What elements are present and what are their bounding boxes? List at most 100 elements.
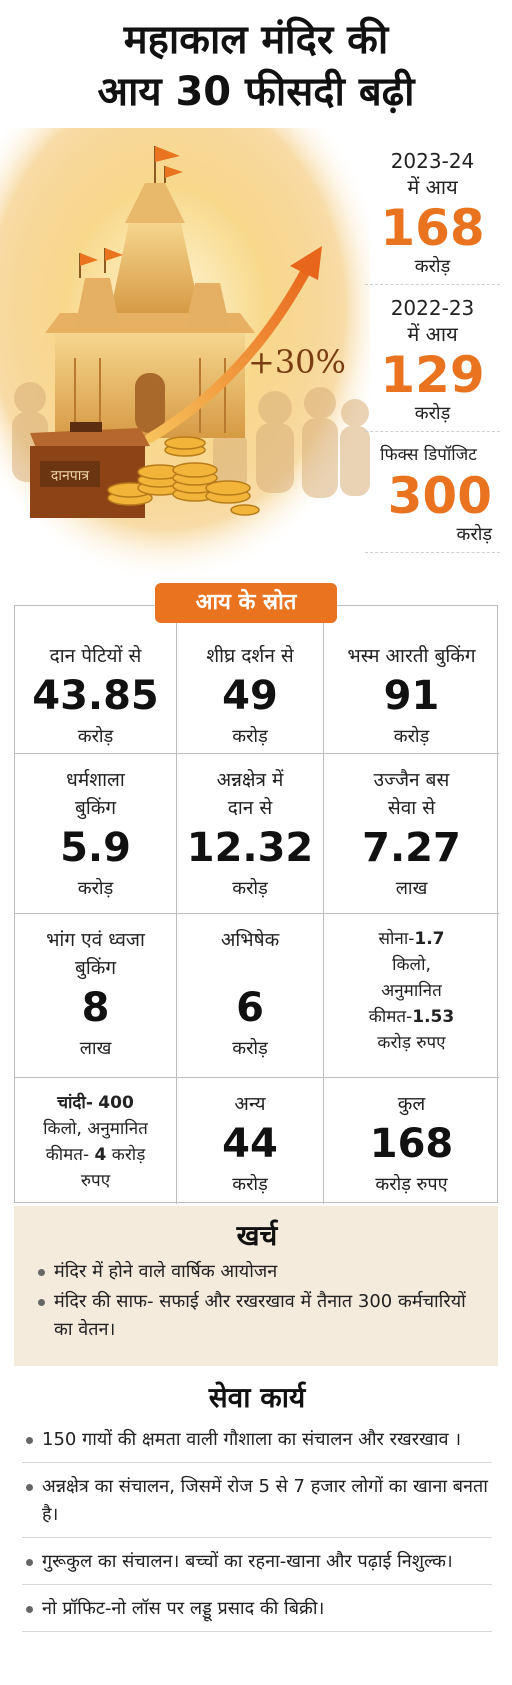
source-value: 168 xyxy=(369,1121,454,1167)
stat-label: 2022-23 xyxy=(390,296,475,320)
source-unit: करोड़ रुपए xyxy=(375,1174,448,1195)
source-cell-bhasma-aarti: भस्म आरती बुकिंग 91 करोड़ xyxy=(324,606,499,754)
source-value: 7.27 xyxy=(362,825,461,871)
source-cell-annakshetra: अन्नक्षेत्र में दान से 12.32 करोड़ xyxy=(177,754,324,914)
service-item: नो प्रॉफिट-नो लॉस पर लड्डू प्रसाद की बिक… xyxy=(22,1595,492,1632)
crowd-silhouettes xyxy=(12,382,370,498)
source-cell-silver: चांदी- 400 किलो, अनुमानित कीमत- 4 करोड़ … xyxy=(15,1078,177,1204)
source-cell-total: कुल 168 करोड़ रुपए xyxy=(324,1078,499,1204)
gold-prefix: सोना- xyxy=(378,929,415,949)
source-unit: करोड़ xyxy=(77,726,114,747)
source-value: 8 xyxy=(81,985,110,1031)
source-title: अभिषेक xyxy=(220,929,280,951)
temple-illustration: +30% दानपात्र xyxy=(0,128,370,583)
source-cell-other: अन्य 44 करोड़ xyxy=(177,1078,324,1204)
source-title: दान पेटियों से xyxy=(49,645,142,667)
source-value: 49 xyxy=(222,673,278,719)
source-cell-gold: सोना-1.7 किलो, अनुमानित कीमत-1.53 करोड़ … xyxy=(324,914,499,1078)
silver-line: कीमत- 4 करोड़ xyxy=(46,1142,146,1168)
source-value: 43.85 xyxy=(32,673,159,719)
source-cell-quick-darshan: शीघ्र दर्शन से 49 करोड़ xyxy=(177,606,324,754)
stat-label: फिक्स डिपॉजिट xyxy=(380,445,477,465)
source-unit: करोड़ xyxy=(232,878,268,899)
stat-label: में आय xyxy=(407,322,458,346)
stat-unit: करोड़ xyxy=(414,403,451,424)
gold-line: किलो, xyxy=(392,955,431,975)
gold-line: कीमत-1.53 xyxy=(369,1004,454,1030)
service-section: सेवा कार्य 150 गायों की क्षमता वाली गौशा… xyxy=(22,1378,492,1642)
silver-price-prefix: कीमत- xyxy=(45,1145,90,1165)
gold-weight: 1.7 xyxy=(414,929,445,949)
service-title: सेवा कार्य xyxy=(208,1381,306,1414)
arrow-head-icon xyxy=(290,246,322,280)
stat-label: में आय xyxy=(407,175,458,199)
source-title: भांग एवं ध्वजा xyxy=(46,929,145,951)
gold-line: करोड़ रुपए xyxy=(377,1033,446,1053)
gold-line: अनुमानित xyxy=(381,981,442,1001)
source-unit: करोड़ xyxy=(232,1038,268,1059)
headline-line-2: आय 30 फीसदी बढ़ी xyxy=(97,69,415,115)
source-unit: लाख xyxy=(395,878,428,899)
source-unit: करोड़ xyxy=(232,726,268,747)
source-title: भस्म आरती बुकिंग xyxy=(347,645,476,667)
expense-title: खर्च xyxy=(236,1219,278,1252)
silver-line: किलो, अनुमानित xyxy=(43,1119,148,1139)
source-unit: करोड़ xyxy=(232,1174,268,1195)
expense-item: मंदिर में होने वाले वार्षिक आयोजन xyxy=(34,1258,480,1286)
source-title: अन्नक्षेत्र में xyxy=(216,769,284,791)
stat-2023-24: 2023-24 में आय 168 करोड़ xyxy=(365,148,500,285)
gold-price: 1.53 xyxy=(412,1007,455,1027)
stat-unit: करोड़ xyxy=(456,524,492,545)
service-item: गुरूकुल का संचालन। बच्चों का रहना-खाना औ… xyxy=(22,1548,492,1585)
source-value: 12.32 xyxy=(186,825,314,871)
temple-icon xyxy=(45,146,255,438)
source-title: शीघ्र दर्शन से xyxy=(206,645,294,667)
stat-unit: करोड़ xyxy=(414,256,451,277)
silver-weight: 400 xyxy=(98,1093,134,1113)
source-unit: करोड़ xyxy=(393,726,430,747)
source-title: कुल xyxy=(397,1093,426,1115)
source-title: उज्जैन बस xyxy=(373,769,450,791)
stat-value: 129 xyxy=(380,346,485,404)
headline-line-1: महाकाल मंदिर की xyxy=(123,17,389,63)
income-sources-title: आय के स्रोत xyxy=(155,583,337,623)
source-title: सेवा से xyxy=(387,797,436,819)
source-title: दान से xyxy=(227,797,273,819)
source-value: 5.9 xyxy=(60,825,131,871)
expense-section: खर्च मंदिर में होने वाले वार्षिक आयोजन म… xyxy=(14,1206,498,1366)
silver-prefix: चांदी- xyxy=(57,1093,93,1113)
silver-price: 4 xyxy=(94,1145,107,1165)
donation-box-label: दानपात्र xyxy=(51,468,89,484)
source-unit: करोड़ xyxy=(77,878,114,899)
source-cell-bus-service: उज्जैन बस सेवा से 7.27 लाख xyxy=(324,754,499,914)
percent-label: +30% xyxy=(248,343,346,381)
silver-line: रुपए xyxy=(80,1171,111,1191)
source-title: बुकिंग xyxy=(74,797,117,819)
gold-line: सोना-1.7 xyxy=(379,926,445,952)
gold-price-prefix: कीमत- xyxy=(368,1007,413,1027)
source-unit: लाख xyxy=(79,1038,112,1059)
source-title: बुकिंग xyxy=(74,957,117,979)
service-item: 150 गायों की क्षमता वाली गौशाला का संचाल… xyxy=(22,1426,492,1463)
headline: महाकाल मंदिर की आय 30 फीसदी बढ़ी xyxy=(0,14,512,118)
temple-illustration-svg: +30% दानपात्र xyxy=(0,128,370,583)
income-stats-panel: 2023-24 में आय 168 करोड़ 2022-23 में आय … xyxy=(365,148,500,563)
source-value: 91 xyxy=(383,673,440,719)
source-cell-donation-boxes: दान पेटियों से 43.85 करोड़ xyxy=(15,606,177,754)
source-value: 6 xyxy=(236,985,264,1031)
stat-value: 300 xyxy=(387,467,492,525)
source-value: 44 xyxy=(222,1121,278,1167)
stat-2022-23: 2022-23 में आय 129 करोड़ xyxy=(365,295,500,432)
source-cell-bhang-dhwaja: भांग एवं ध्वजा बुकिंग 8 लाख xyxy=(15,914,177,1078)
source-cell-abhishek: अभिषेक 6 करोड़ xyxy=(177,914,324,1078)
coins-icon xyxy=(107,436,260,516)
silver-line: चांदी- 400 xyxy=(57,1090,134,1116)
stat-fixed-deposit: फिक्स डिपॉजिट 300 करोड़ xyxy=(365,442,500,553)
growth-arrow-icon xyxy=(145,258,315,443)
donation-box-icon: दानपात्र xyxy=(30,422,150,518)
source-title: धर्मशाला xyxy=(66,769,125,791)
income-sources-table: दान पेटियों से 43.85 करोड़ शीघ्र दर्शन स… xyxy=(14,605,499,1204)
source-cell-dharmashala: धर्मशाला बुकिंग 5.9 करोड़ xyxy=(15,754,177,914)
service-item: अन्नक्षेत्र का संचालन, जिसमें रोज 5 से 7… xyxy=(22,1473,492,1538)
source-title: अन्य xyxy=(234,1093,266,1115)
